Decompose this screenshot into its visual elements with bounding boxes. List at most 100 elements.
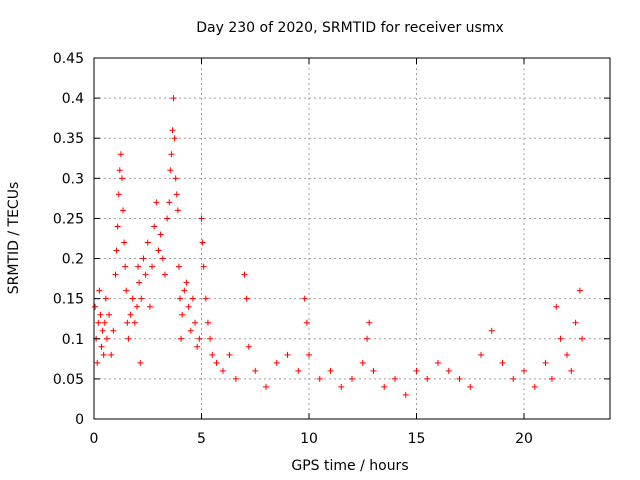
data-point: [151, 223, 158, 230]
data-point: [424, 375, 431, 382]
data-point: [136, 279, 143, 286]
data-point: [172, 175, 179, 182]
data-point: [106, 311, 113, 318]
data-point: [349, 375, 355, 382]
data-point: [531, 383, 538, 390]
data-point: [138, 295, 145, 302]
data-point: [392, 375, 398, 382]
data-point: [241, 271, 248, 278]
data-point: [295, 367, 302, 374]
data-point: [245, 343, 252, 350]
data-point: [159, 255, 166, 262]
data-point: [155, 247, 162, 254]
data-point: [303, 319, 310, 326]
data-point: [568, 367, 575, 374]
data-point: [445, 367, 452, 374]
y-tick-label: 0.05: [53, 372, 84, 388]
data-point: [572, 319, 579, 326]
data-point: [131, 319, 138, 326]
data-point: [121, 239, 128, 246]
data-point: [175, 263, 182, 270]
data-point: [301, 295, 308, 302]
y-tick-label: 0.4: [62, 91, 84, 107]
data-point: [548, 375, 555, 382]
data-point: [96, 287, 103, 294]
x-tick-label: 0: [90, 431, 99, 447]
data-point: [164, 215, 171, 222]
data-point: [117, 151, 124, 158]
y-tick-label: 0.3: [62, 171, 84, 187]
data-point: [181, 287, 188, 294]
data-point: [189, 295, 196, 302]
data-point: [125, 335, 132, 342]
data-point: [100, 351, 107, 358]
data-point: [108, 351, 115, 358]
data-points: [92, 95, 586, 398]
data-point: [134, 303, 140, 310]
chart-title: Day 230 of 2020, SRMTID for receiver usm…: [196, 20, 504, 36]
data-point: [557, 335, 564, 342]
data-point: [198, 215, 205, 222]
data-point: [232, 375, 239, 382]
y-tick-label: 0.1: [62, 332, 84, 348]
data-point: [510, 375, 517, 382]
data-point: [185, 303, 192, 310]
data-point: [115, 191, 122, 198]
data-point: [199, 239, 206, 246]
data-point: [92, 303, 99, 310]
data-point: [202, 295, 209, 302]
data-point: [435, 359, 441, 366]
data-point: [499, 359, 506, 366]
data-point: [135, 263, 142, 270]
data-point: [122, 263, 129, 270]
data-point: [161, 271, 168, 278]
data-point: [366, 319, 373, 326]
data-point: [204, 319, 211, 326]
data-point: [98, 343, 105, 350]
data-point: [113, 247, 120, 254]
data-point: [112, 271, 119, 278]
data-point: [123, 287, 130, 294]
data-point: [542, 359, 549, 366]
data-point: [101, 319, 108, 326]
data-point: [381, 383, 388, 390]
data-point: [359, 359, 366, 366]
data-point: [521, 367, 527, 374]
grid-lines: [94, 58, 610, 419]
axis-ticks: 0 0.05 0.1 0.15 0.2 0.25 0.3 0.35 0.4 0.45 0 5 10 15 2…: [53, 51, 610, 447]
data-point: [179, 311, 186, 318]
data-point: [157, 231, 164, 238]
data-point: [192, 319, 199, 326]
data-point: [124, 319, 131, 326]
data-point: [103, 335, 110, 342]
x-tick-label: 10: [300, 431, 318, 447]
data-point: [209, 351, 216, 358]
data-point: [194, 343, 201, 350]
data-point: [338, 383, 345, 390]
data-point: [167, 167, 174, 174]
data-point: [327, 367, 334, 374]
data-point: [120, 207, 127, 214]
data-point: [174, 207, 181, 214]
data-point: [166, 199, 173, 206]
data-point: [370, 367, 377, 374]
data-point: [99, 327, 106, 334]
data-point: [94, 359, 101, 366]
data-point: [114, 223, 121, 230]
data-point: [207, 335, 214, 342]
data-point: [142, 271, 149, 278]
data-point: [488, 327, 495, 334]
x-tick-label: 20: [515, 431, 533, 447]
data-point: [140, 255, 147, 262]
data-point: [284, 351, 291, 358]
data-point: [183, 279, 190, 286]
x-axis-label: GPS time / hours: [291, 458, 408, 474]
y-axis-label: SRMTID / TECUs: [6, 182, 22, 295]
y-tick-label: 0: [75, 412, 84, 428]
data-point: [220, 367, 226, 374]
data-point: [364, 335, 371, 342]
data-point: [95, 319, 102, 326]
data-point: [118, 175, 125, 182]
data-point: [173, 191, 180, 198]
data-point: [576, 287, 583, 294]
